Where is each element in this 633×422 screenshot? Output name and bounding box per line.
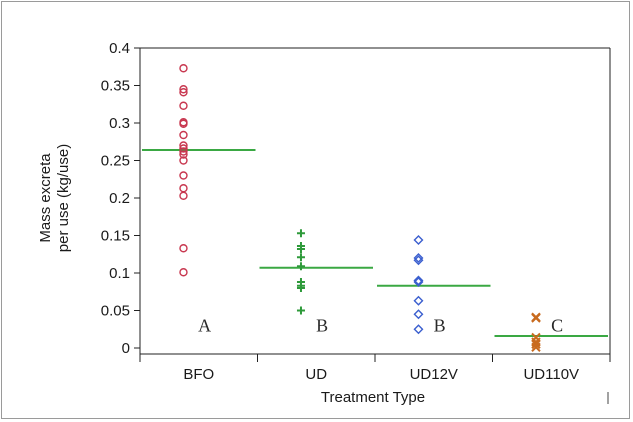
data-point	[296, 284, 305, 292]
plot-area	[140, 47, 611, 354]
y-tick-label: 0.3	[109, 115, 130, 132]
y-axis-title-line-1: Mass excreta	[37, 153, 54, 243]
data-point	[179, 244, 188, 253]
data-point	[531, 313, 541, 323]
x-tick-label: UD12V	[410, 366, 458, 383]
group-letter: B	[434, 316, 446, 336]
group-letter: C	[551, 316, 563, 336]
data-point	[413, 277, 424, 287]
group-letter: A	[198, 316, 211, 336]
data-point	[179, 147, 188, 156]
y-axis: 0 0.05 0.1 0.15 0.2 0.25 0.3 0.35 0.4	[101, 40, 141, 357]
x-tick-label: UD110V	[523, 366, 579, 383]
data-point	[179, 156, 188, 165]
y-tick-label: 0.2	[109, 190, 130, 207]
data-point	[179, 171, 188, 180]
group-letter: B	[316, 316, 328, 336]
data-point	[179, 119, 188, 128]
data-point	[179, 184, 188, 193]
x-tick-label: BFO	[183, 366, 214, 383]
data-point	[179, 130, 188, 140]
y-axis-title-line-2: per use (kg/use)	[55, 144, 72, 252]
data-point	[179, 191, 188, 200]
data-point	[296, 253, 305, 262]
data-point	[531, 339, 541, 349]
data-point	[296, 306, 305, 315]
y-tick-label: 0.1	[109, 265, 130, 282]
y-tick-label: 0.25	[101, 153, 130, 170]
data-point	[413, 255, 424, 266]
data-point	[413, 253, 424, 263]
data-point	[179, 85, 188, 94]
data-point	[296, 229, 305, 238]
data-point	[413, 275, 424, 286]
data-point	[179, 150, 188, 159]
data-point	[413, 324, 424, 335]
y-tick-label: 0.15	[101, 228, 130, 245]
data-point	[531, 342, 541, 352]
data-point	[179, 88, 188, 97]
data-point	[413, 309, 424, 320]
x-axis: BFO UD UD12V UD110V	[139, 353, 611, 383]
data-point	[179, 144, 188, 153]
data-point	[179, 268, 188, 277]
y-tick-label: 0.05	[101, 303, 130, 320]
data-points	[179, 64, 541, 352]
data-point	[296, 245, 305, 253]
data-point	[179, 141, 188, 150]
data-point	[413, 295, 424, 306]
x-axis-title: Treatment Type	[321, 389, 425, 406]
mean-lines	[142, 149, 608, 337]
data-point	[179, 64, 188, 73]
y-tick-label: 0.35	[101, 78, 130, 95]
y-tick-label: 0	[122, 340, 130, 357]
data-point	[179, 101, 188, 110]
y-tick-label: 0.4	[109, 40, 130, 57]
x-tick-label: UD	[305, 366, 327, 383]
data-point	[413, 235, 424, 245]
data-point	[296, 262, 305, 271]
